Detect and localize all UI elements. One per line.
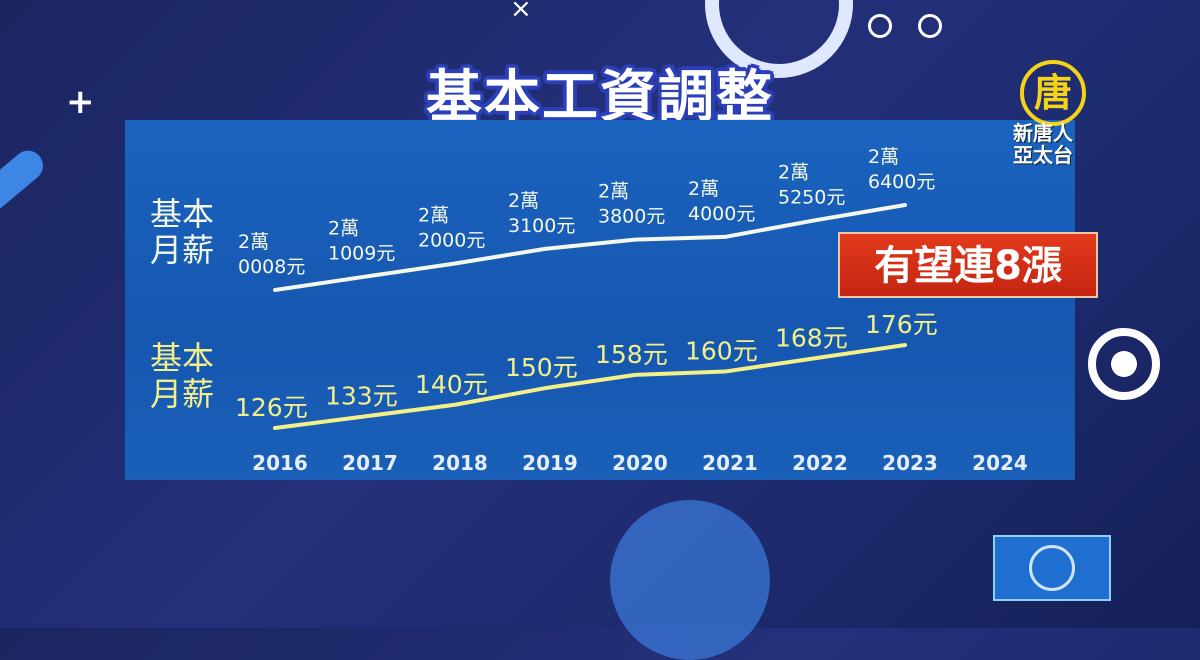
line-chart: 2016 2017 2018 2019 2020 2021 2022 2023 2024 2萬 00… <box>235 146 1028 475</box>
x-tick-label: 2017 <box>342 451 398 475</box>
data-label: 176元 <box>865 310 938 339</box>
data-label: 3100元 <box>508 215 575 237</box>
ntd-logo: 唐 <box>1010 60 1100 170</box>
data-label: 6400元 <box>868 171 935 193</box>
data-label: 160元 <box>685 337 758 366</box>
data-label: 2萬 <box>778 161 809 183</box>
series-line <box>273 343 907 430</box>
data-label: 2萬 <box>418 205 449 227</box>
x-tick-label: 2023 <box>882 451 938 475</box>
decor-ring <box>1088 328 1160 400</box>
data-label: 2萬 <box>328 218 359 240</box>
data-label: 2萬 <box>508 190 539 212</box>
data-label: 1009元 <box>328 243 395 265</box>
chart-panel <box>125 120 1075 480</box>
forecast-badge: 有望連8漲 <box>838 232 1098 298</box>
data-label: 2萬 <box>868 146 899 168</box>
x-tick-label: 2016 <box>252 451 308 475</box>
logo-emblem: 唐 <box>1020 60 1086 126</box>
data-label: 2萬 <box>688 178 719 200</box>
data-label: 133元 <box>325 381 398 410</box>
x-tick-label: 2020 <box>612 451 668 475</box>
corner-logo-box <box>993 535 1111 601</box>
data-label: 126元 <box>235 393 308 422</box>
x-tick-label: 2024 <box>972 451 1028 475</box>
data-label: 2萬 <box>238 231 269 253</box>
x-tick-label: 2021 <box>702 451 758 475</box>
data-label: 150元 <box>505 353 578 382</box>
x-tick-label: 2018 <box>432 451 488 475</box>
data-label: 3800元 <box>598 206 665 228</box>
data-label: 168元 <box>775 323 848 352</box>
x-tick-label: 2022 <box>792 451 848 475</box>
decor-x: × <box>510 0 532 24</box>
data-label: 2000元 <box>418 230 485 252</box>
series-label-monthly: 基本月薪 <box>150 195 215 269</box>
data-label: 4000元 <box>688 203 755 225</box>
data-label: 140元 <box>415 370 488 399</box>
decor-circle <box>918 14 942 38</box>
data-label: 5250元 <box>778 186 845 208</box>
page-title: 基本工資調整 <box>426 65 774 130</box>
series-label-hourly: 基本月薪 <box>150 339 215 413</box>
data-label: 158元 <box>595 340 668 369</box>
data-label: 0008元 <box>238 256 305 278</box>
logo-text: 新唐人 亞太台 <box>1013 121 1073 167</box>
decor-plus: + <box>66 82 95 122</box>
series-line <box>273 203 907 292</box>
x-tick-label: 2019 <box>522 451 578 475</box>
data-label: 2萬 <box>598 181 629 203</box>
decor-circle <box>868 14 892 38</box>
